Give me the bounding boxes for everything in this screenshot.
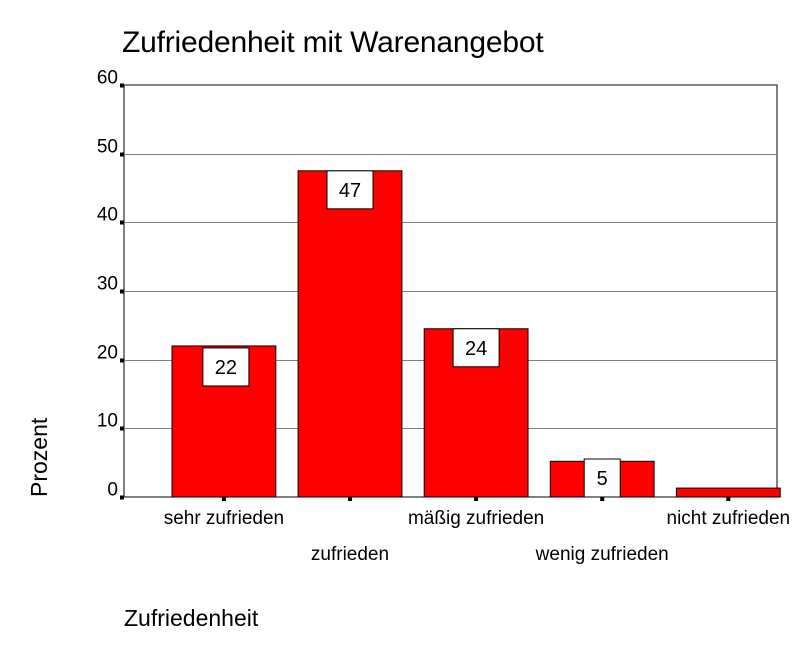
y-tick: [120, 358, 124, 363]
y-tick-label: 10: [97, 411, 118, 432]
x-tick: [600, 497, 605, 501]
x-tick: [474, 497, 479, 501]
x-axis-label: Zufriedenheit: [124, 605, 259, 631]
data-label: 24: [465, 338, 487, 360]
data-label-box: [583, 458, 621, 498]
y-tick-label: 0: [107, 480, 118, 501]
y-tick: [120, 426, 124, 431]
y-tick-label: 40: [97, 205, 118, 226]
x-tick-label: zufrieden: [311, 544, 389, 565]
y-tick-label: 60: [97, 68, 118, 89]
y-tick: [120, 83, 124, 88]
y-tick-label: 20: [97, 343, 118, 364]
x-tick: [221, 497, 226, 501]
data-label-box: [452, 328, 500, 368]
bar: [297, 170, 403, 498]
data-label-box: [326, 170, 374, 210]
chart-title: Zufriedenheit mit Warenangebot: [122, 26, 544, 59]
x-tick-label: sehr zufrieden: [164, 508, 284, 529]
data-label: 22: [215, 357, 237, 379]
x-tick-label: mäßig zufrieden: [408, 508, 544, 529]
y-tick: [120, 220, 124, 225]
y-tick-label: 30: [97, 274, 118, 295]
x-tick: [726, 497, 731, 501]
data-label-box: [202, 347, 250, 387]
bar: [675, 487, 781, 498]
y-tick: [120, 289, 124, 294]
x-tick-label: nicht zufrieden: [667, 508, 791, 529]
x-tick: [348, 497, 353, 501]
y-tick: [120, 495, 124, 500]
data-label: 47: [339, 180, 361, 202]
y-tick: [120, 152, 124, 157]
x-tick-label: wenig zufrieden: [535, 544, 669, 565]
data-label: 5: [597, 468, 608, 490]
y-tick-label: 50: [97, 137, 118, 158]
